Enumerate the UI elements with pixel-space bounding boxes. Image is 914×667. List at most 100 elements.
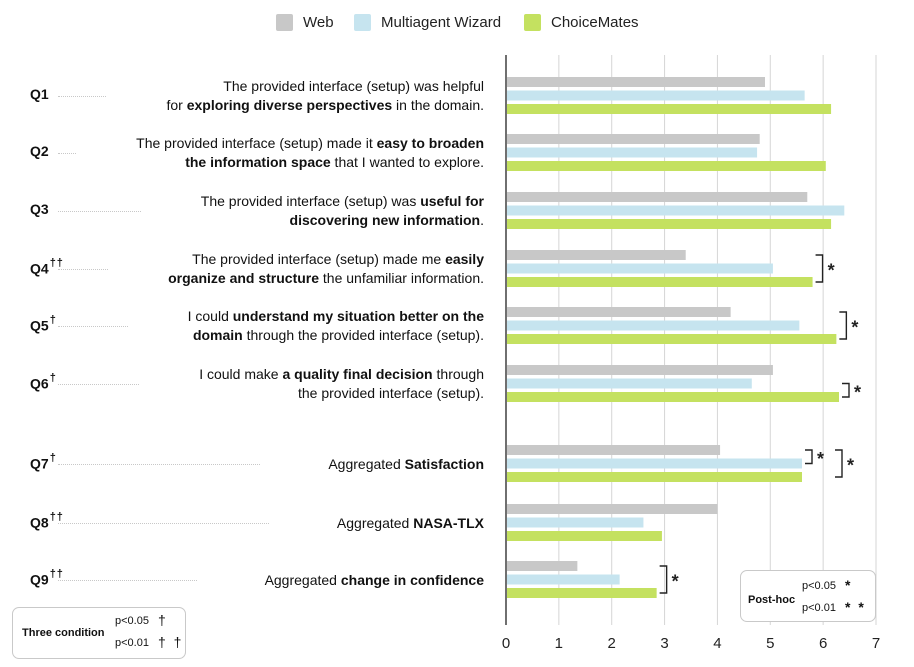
question-text-q7: Aggregated Satisfaction xyxy=(328,455,484,474)
question-text-q4: The provided interface (setup) made me e… xyxy=(168,250,484,288)
question-text-emphasis: a quality final decision xyxy=(282,365,433,382)
posthoc-bracket-q5-0 xyxy=(839,311,848,340)
question-text-segment: . xyxy=(480,211,484,228)
three-condition-legend-symbol-05: † xyxy=(158,612,168,628)
legend-item-web: Web xyxy=(276,14,334,31)
chart-legend: Web Multiagent Wizard ChoiceMates xyxy=(0,8,914,38)
question-id-q3: Q3 xyxy=(30,201,49,217)
bar-q6-choicemates xyxy=(507,392,839,402)
question-leader-dots-q8 xyxy=(58,522,269,524)
question-text-segment: Aggregated xyxy=(264,571,341,588)
question-text-emphasis: easily xyxy=(445,250,484,267)
question-leader-dots-q2 xyxy=(58,152,77,154)
question-id-text: Q8 xyxy=(30,514,49,531)
bar-q3-choicemates xyxy=(507,219,832,229)
posthoc-significance-q6-0: * xyxy=(854,382,861,402)
posthoc-bracket-q7-1 xyxy=(835,449,843,478)
question-text-q8: Aggregated NASA-TLX xyxy=(337,514,484,533)
x-tick-label-7: 7 xyxy=(872,635,880,652)
question-id-q1: Q1 xyxy=(30,86,49,102)
question-leader-dots-q6 xyxy=(58,383,140,385)
question-text-segment: through the provided interface (setup). xyxy=(242,326,484,343)
question-text-emphasis: change in confidence xyxy=(340,571,484,588)
posthoc-significance-q5-0: * xyxy=(851,318,858,338)
question-significance-mark: †† xyxy=(49,256,64,269)
x-tick-label-2: 2 xyxy=(608,635,616,652)
question-text-segment: for xyxy=(166,96,187,113)
bar-q5-web xyxy=(507,307,731,317)
legend-swatch-web xyxy=(276,14,293,31)
question-leader-dots-q1 xyxy=(58,95,107,97)
posthoc-legend-symbol-01: * * xyxy=(845,599,866,615)
question-text-emphasis: Satisfaction xyxy=(404,455,484,472)
x-tick-label-0: 0 xyxy=(502,635,510,652)
question-id-text: Q3 xyxy=(30,200,49,217)
bar-q6-web xyxy=(507,365,773,375)
bar-q2-multiagent-wizard xyxy=(507,147,758,158)
legend-label-multiagent-wizard: Multiagent Wizard xyxy=(381,14,502,31)
question-id-text: Q9 xyxy=(30,571,49,588)
question-text-segment: The provided interface (setup) was xyxy=(200,192,421,209)
three-condition-legend-label-01: p<0.01 xyxy=(115,637,149,649)
posthoc-legend: Post-hoc p<0.05 * p<0.01 * * xyxy=(740,570,876,622)
question-text-emphasis: understand my situation better on the xyxy=(232,307,484,324)
bar-q1-multiagent-wizard xyxy=(507,90,805,101)
legend-label-web: Web xyxy=(303,14,334,31)
posthoc-legend-label-05: p<0.05 xyxy=(802,580,836,592)
bar-q5-multiagent-wizard xyxy=(507,320,800,331)
legend-swatch-choicemates xyxy=(524,14,541,31)
question-text-segment: I could make xyxy=(199,365,283,382)
bar-q7-multiagent-wizard xyxy=(507,458,802,469)
x-tick-label-4: 4 xyxy=(713,635,721,652)
legend-item-choicemates: ChoiceMates xyxy=(524,14,639,31)
question-leader-dots-q9 xyxy=(58,579,197,581)
posthoc-bracket-q9-0 xyxy=(659,565,668,594)
question-id-text: Q2 xyxy=(30,142,49,159)
x-tick-label-1: 1 xyxy=(555,635,563,652)
x-tick-label-3: 3 xyxy=(660,635,668,652)
bar-q8-choicemates xyxy=(507,531,662,541)
bar-q7-choicemates xyxy=(507,472,802,482)
x-tick-label-5: 5 xyxy=(766,635,774,652)
question-significance-mark: †† xyxy=(49,510,64,523)
question-text-segment: that I wanted to explore. xyxy=(330,153,484,170)
bar-q3-multiagent-wizard xyxy=(507,205,845,216)
three-condition-legend-symbol-01: † † xyxy=(158,634,184,650)
posthoc-bracket-q4-0 xyxy=(815,254,824,283)
question-id-q4: Q4†† xyxy=(30,256,64,277)
question-text-q6: I could make a quality final decision th… xyxy=(199,365,484,403)
question-text-emphasis: useful for xyxy=(420,192,484,209)
question-text-emphasis: the information space xyxy=(185,153,331,170)
question-text-emphasis: discovering new information xyxy=(289,211,481,228)
question-text-q2: The provided interface (setup) made it e… xyxy=(136,134,484,172)
question-text-q1: The provided interface (setup) was helpf… xyxy=(166,77,484,115)
question-text-emphasis: exploring diverse perspectives xyxy=(186,96,393,113)
bar-q9-multiagent-wizard xyxy=(507,574,620,585)
three-condition-legend: Three condition p<0.05 † p<0.01 † † xyxy=(12,607,186,659)
question-leader-dots-q4 xyxy=(58,268,109,270)
posthoc-legend-title: Post-hoc xyxy=(748,594,796,606)
question-id-text: Q1 xyxy=(30,85,49,102)
bar-q1-choicemates xyxy=(507,104,832,114)
question-text-segment: The provided interface (setup) was helpf… xyxy=(223,77,484,94)
question-text-segment: Aggregated xyxy=(328,455,405,472)
question-id-q9: Q9†† xyxy=(30,567,64,588)
question-id-text: Q4 xyxy=(30,260,49,277)
question-text-emphasis: domain xyxy=(192,326,243,343)
question-text-segment: the unfamiliar information. xyxy=(319,269,484,286)
question-id-q8: Q8†† xyxy=(30,510,64,531)
question-id-text: Q5 xyxy=(30,317,49,334)
question-text-emphasis: NASA-TLX xyxy=(413,514,484,531)
question-text-segment: I could xyxy=(187,307,233,324)
question-text-segment: The provided interface (setup) made it xyxy=(136,134,377,151)
question-significance-mark: † xyxy=(49,371,57,384)
question-text-segment: through xyxy=(432,365,485,382)
question-significance-mark: †† xyxy=(49,567,64,580)
bar-q4-multiagent-wizard xyxy=(507,263,773,274)
question-text-emphasis: organize and structure xyxy=(168,269,320,286)
posthoc-bracket-q6-0 xyxy=(842,382,850,398)
posthoc-significance-q7-0: * xyxy=(817,449,824,469)
question-id-q2: Q2 xyxy=(30,143,49,159)
